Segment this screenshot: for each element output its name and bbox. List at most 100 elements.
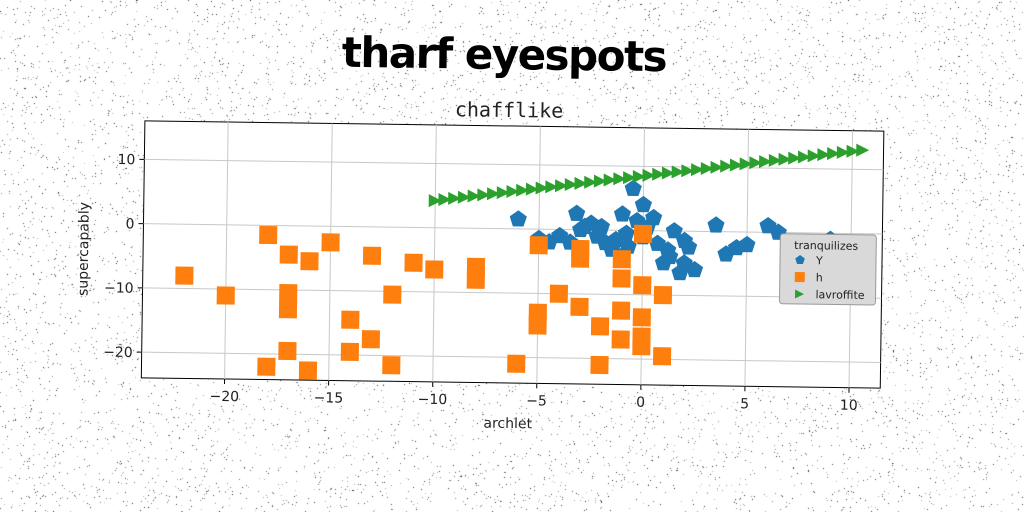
data-point — [528, 316, 547, 335]
x-tick-label: 5 — [740, 396, 749, 412]
data-point — [661, 166, 675, 180]
data-point — [759, 155, 773, 169]
data-point — [298, 361, 318, 380]
legend-box — [778, 233, 877, 306]
data-point — [278, 300, 298, 319]
data-point — [622, 171, 637, 185]
data-point — [671, 263, 689, 281]
x-tick-label: −5 — [526, 393, 547, 409]
data-point — [642, 168, 656, 182]
data-point — [856, 143, 870, 157]
data-point — [624, 179, 642, 197]
data-point — [175, 266, 194, 285]
x-grid-line — [536, 126, 541, 384]
data-point — [574, 176, 588, 190]
x-grid-line — [328, 123, 333, 381]
data-point — [817, 148, 831, 162]
data-point — [592, 217, 611, 235]
data-point — [564, 178, 578, 192]
data-point — [720, 159, 734, 173]
data-point — [340, 342, 359, 361]
y-tick-label: 10 — [117, 152, 135, 168]
data-point — [457, 190, 471, 204]
legend: tranquilizes Yh lavroffite — [778, 233, 877, 306]
data-point — [611, 301, 631, 320]
y-tick-label: 0 — [125, 216, 134, 232]
data-point — [671, 165, 685, 179]
data-point — [613, 205, 631, 222]
data-point — [257, 357, 276, 376]
data-point — [568, 204, 586, 221]
data-point — [686, 260, 704, 278]
plot-area — [140, 120, 885, 389]
legend-label-Y: Y — [815, 254, 823, 267]
data-point — [496, 186, 510, 200]
legend-marker-h — [794, 271, 805, 283]
y-tick-label: −20 — [103, 345, 133, 361]
x-grid-line — [224, 122, 229, 380]
data-point — [729, 158, 743, 172]
x-grid-line — [744, 129, 750, 387]
data-point — [477, 188, 491, 202]
data-point — [466, 270, 485, 289]
data-point — [661, 247, 679, 265]
y-axis-label: supercapably — [75, 202, 92, 296]
data-point — [593, 174, 607, 188]
series-lavroffite — [428, 143, 870, 208]
data-point — [749, 156, 763, 170]
data-point — [590, 355, 609, 375]
data-point — [632, 337, 651, 356]
y-grid-line — [143, 223, 883, 235]
data-point — [707, 216, 725, 233]
data-point — [788, 151, 802, 165]
y-grid-line — [144, 158, 884, 171]
data-point — [549, 284, 568, 303]
data-point — [836, 145, 850, 159]
data-point — [633, 276, 652, 295]
data-point — [710, 160, 724, 174]
data-point — [632, 308, 651, 327]
series-h — [175, 224, 673, 380]
data-point — [361, 330, 380, 349]
data-point — [652, 347, 672, 366]
data-point — [525, 182, 539, 196]
data-point — [738, 235, 756, 253]
series-markers — [175, 143, 870, 380]
series-Y — [509, 179, 839, 281]
data-point — [612, 250, 631, 269]
data-point — [486, 187, 501, 201]
data-point — [632, 170, 646, 184]
data-point — [590, 317, 610, 336]
data-point — [768, 153, 782, 167]
data-point — [506, 184, 520, 198]
data-point — [300, 252, 319, 271]
data-point — [554, 179, 569, 193]
data-point — [846, 144, 860, 158]
data-point — [807, 149, 821, 163]
legend-title: tranquilizes — [794, 239, 858, 253]
data-point — [279, 284, 298, 303]
data-point — [584, 175, 598, 189]
data-point — [216, 286, 235, 305]
data-point — [570, 297, 589, 316]
data-point — [529, 236, 548, 255]
data-point — [467, 189, 481, 203]
data-point — [535, 181, 549, 195]
legend-entries: Yh lavroffite — [794, 254, 865, 302]
data-point — [362, 246, 382, 265]
data-point — [438, 192, 452, 206]
data-point — [778, 152, 792, 166]
data-point — [259, 225, 278, 245]
data-point — [633, 224, 653, 243]
data-point — [613, 172, 627, 186]
x-tick-label: −20 — [209, 389, 239, 405]
data-point — [404, 253, 423, 272]
y-axis-ticks: −20 −10 0 10 — [103, 152, 145, 361]
data-point — [612, 269, 631, 288]
data-point — [739, 157, 753, 171]
x-tick-label: 0 — [636, 395, 645, 411]
data-point — [341, 310, 360, 329]
data-point — [383, 285, 402, 304]
data-point — [690, 163, 705, 177]
data-point — [509, 210, 527, 227]
